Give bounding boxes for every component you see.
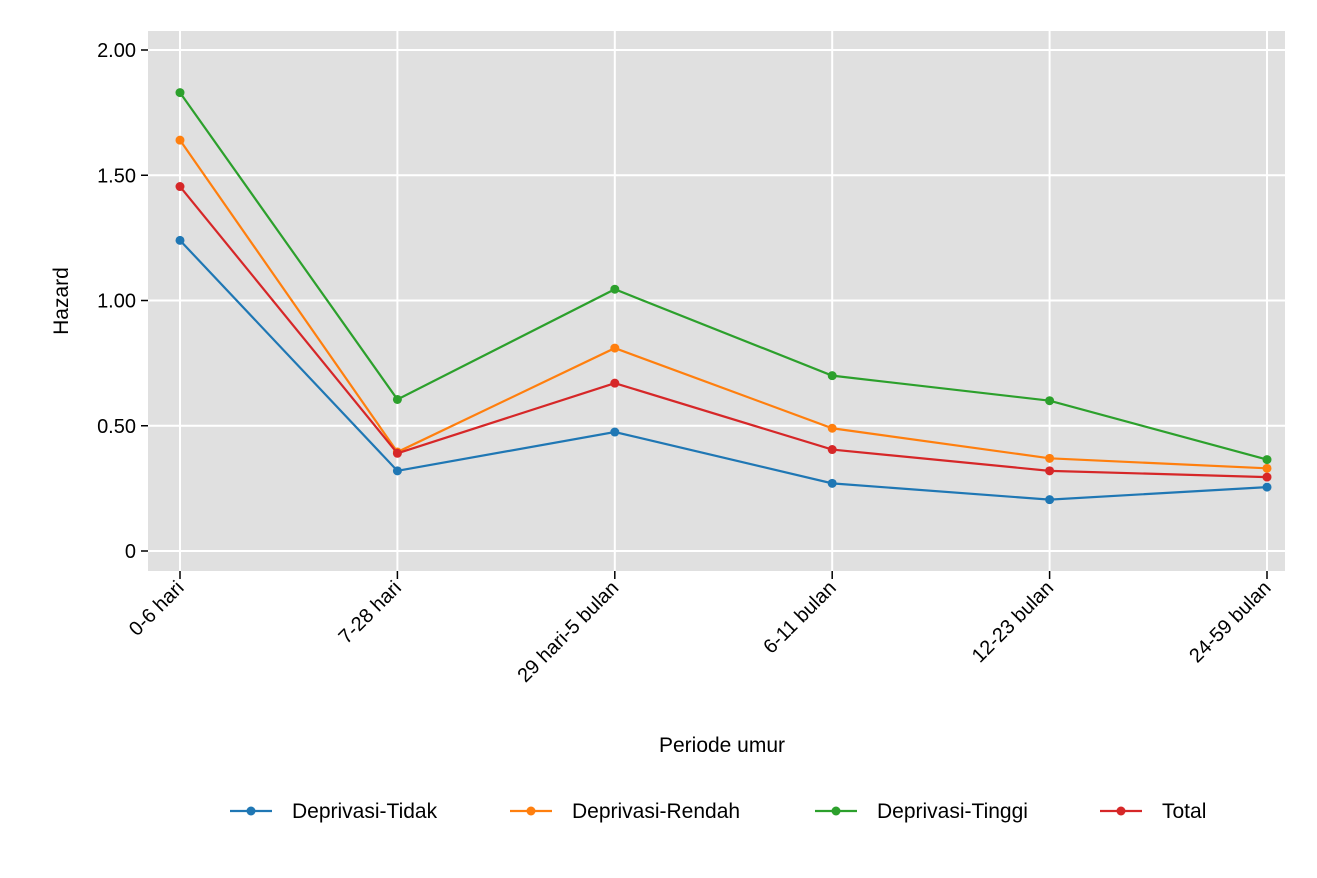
data-point-deprivasi-rendah: [610, 343, 620, 353]
legend-marker-deprivasi-tinggi: [831, 806, 841, 816]
y-axis: 0 0.50 1.00 1.50 2.00: [97, 40, 148, 563]
data-point-total: [1045, 466, 1055, 476]
series-line-deprivasi-tidak: [179, 239, 1268, 501]
data-point-deprivasi-rendah: [1045, 453, 1055, 463]
data-point-total: [392, 448, 402, 458]
data-point-deprivasi-tidak: [827, 478, 837, 488]
y-tick-label: 0: [125, 541, 136, 563]
x-tick-label: 29 hari-5 bulan: [513, 577, 623, 687]
y-tick-label: 1.50: [97, 165, 136, 187]
legend-marker-deprivasi-tidak: [246, 806, 256, 816]
data-point-deprivasi-tinggi: [1045, 396, 1055, 406]
legend: Deprivasi-Tidak Deprivasi-Rendah Deprivasi…: [230, 800, 1206, 823]
x-tick-label: 7-28 hari: [335, 577, 406, 648]
data-point-total: [610, 378, 620, 388]
legend-label-deprivasi-tidak: Deprivasi-Tidak: [292, 800, 438, 823]
data-point-deprivasi-tidak: [1262, 482, 1272, 492]
legend-marker-total: [1116, 806, 1126, 816]
data-point-deprivasi-rendah: [827, 423, 837, 433]
series-line-deprivasi-tinggi: [179, 91, 1268, 461]
legend-label-deprivasi-rendah: Deprivasi-Rendah: [572, 800, 740, 823]
data-point-deprivasi-tidak: [175, 235, 185, 245]
data-point-deprivasi-tinggi: [1262, 455, 1272, 465]
y-tick-label: 1.00: [97, 291, 136, 313]
series-group: [175, 88, 1272, 505]
data-point-total: [175, 182, 185, 192]
x-tick-label: 24-59 bulan: [1185, 577, 1275, 667]
legend-marker-deprivasi-rendah: [526, 806, 536, 816]
x-axis-title: Periode umur: [659, 734, 785, 757]
legend-label-total: Total: [1162, 800, 1206, 823]
y-tick-label: 0.50: [97, 416, 136, 438]
y-tick-label: 2.00: [97, 40, 136, 62]
data-point-deprivasi-tinggi: [392, 394, 402, 404]
legend-label-deprivasi-tinggi: Deprivasi-Tinggi: [877, 800, 1028, 823]
data-point-deprivasi-tinggi: [610, 284, 620, 294]
data-point-deprivasi-tidak: [1045, 495, 1055, 505]
data-point-deprivasi-rendah: [175, 135, 185, 145]
data-point-deprivasi-tidak: [392, 466, 402, 476]
data-point-deprivasi-tidak: [610, 427, 620, 437]
y-axis-title: Hazard: [50, 267, 73, 335]
data-point-deprivasi-tinggi: [827, 371, 837, 381]
x-axis: 0-6 hari 7-28 hari 29 hari-5 bulan 6-11 bul…: [125, 571, 1276, 687]
x-tick-label: 12-23 bulan: [968, 577, 1058, 667]
series-line-total: [179, 185, 1268, 479]
x-tick-label: 0-6 hari: [125, 577, 189, 641]
series-line-deprivasi-rendah: [179, 139, 1268, 470]
data-point-total: [827, 445, 837, 455]
data-point-deprivasi-tinggi: [175, 88, 185, 98]
x-tick-label: 6-11 bulan: [759, 577, 840, 658]
data-point-deprivasi-rendah: [1262, 463, 1272, 473]
data-point-total: [1262, 472, 1272, 482]
